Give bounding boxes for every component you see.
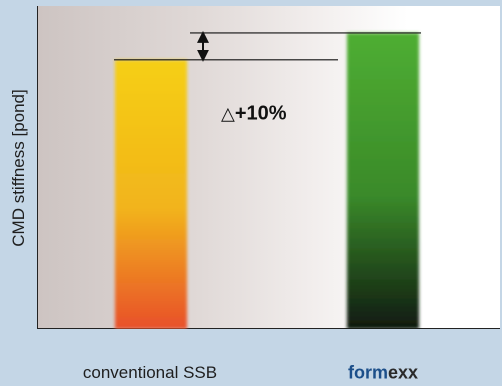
triangle-delta-icon: △ xyxy=(221,103,235,124)
formexx-label-part-form: form xyxy=(347,362,388,383)
formexx-label-part-exx: exx xyxy=(387,362,419,383)
difference-annotation-text: +10% xyxy=(234,102,287,125)
y-axis-label: CMD stiffness [pond] xyxy=(9,89,28,247)
x-tick-label-formexx: formexx xyxy=(348,363,418,384)
plot-area xyxy=(37,6,500,329)
difference-annotation: △+10% xyxy=(221,103,287,126)
reference-lines xyxy=(114,30,421,62)
chart-svg xyxy=(114,30,421,329)
bar-formexx xyxy=(347,32,419,329)
x-tick-label-conventional-ssb: conventional SSB xyxy=(82,363,218,382)
bars-layer xyxy=(115,32,419,329)
bar-conventional-ssb xyxy=(115,59,187,329)
